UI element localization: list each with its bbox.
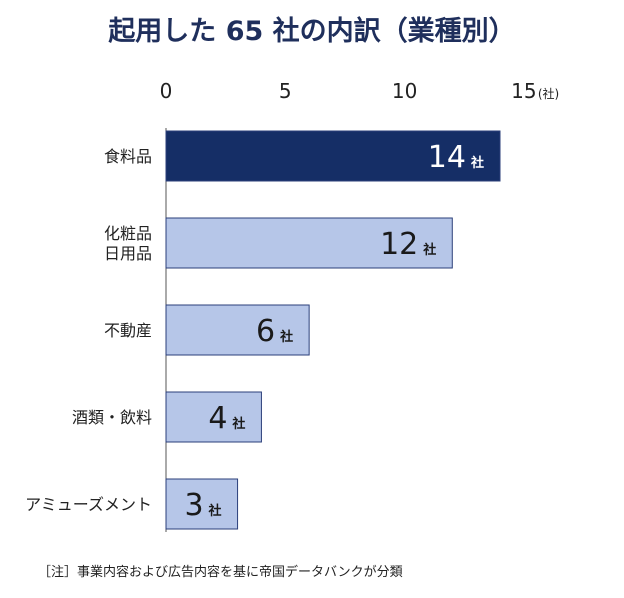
bar-value-number: 3 [184,488,203,523]
bar [165,217,453,269]
category-label: 不動産 [104,321,152,340]
category-label: 化粧品 [104,224,152,243]
x-tick-label: 0 [160,79,173,103]
bars: 14 社12 社6 社4 社3 社 [165,130,501,530]
x-axis-unit: (社) [538,86,559,101]
bar-value-number: 4 [208,401,227,436]
x-tick-label: 15 [511,79,536,103]
bar-value-number: 6 [256,314,275,349]
chart-note: ［注］事業内容および広告内容を基に帝国データバンクが分類 [38,564,403,580]
x-tick-label: 10 [392,79,417,103]
x-axis: 0 5 10 15 (社) [160,79,560,103]
bar-value-number: 12 [380,227,418,262]
category-label: 食料品 [104,147,152,166]
bar [165,130,501,182]
category-label: 酒類・飲料 [72,408,152,427]
x-tick-label: 5 [279,79,292,103]
bar-value-unit: 社 [231,416,245,432]
chart-title: 起用した 65 社の内訳（業種別） [108,15,515,47]
bar-value-unit: 社 [422,242,436,258]
category-label: アミューズメント [25,495,152,514]
bar-value-unit: 社 [279,329,293,345]
bar [165,304,310,356]
category-label: 日用品 [104,244,152,263]
bar-value-unit: 社 [208,503,222,519]
bar-value-label: 14 社 [428,140,484,175]
bar-value-number: 14 [428,140,466,175]
bar [165,391,262,443]
bar-value-unit: 社 [470,155,484,171]
bar [165,478,239,530]
bar-value-label: 12 社 [380,227,436,262]
